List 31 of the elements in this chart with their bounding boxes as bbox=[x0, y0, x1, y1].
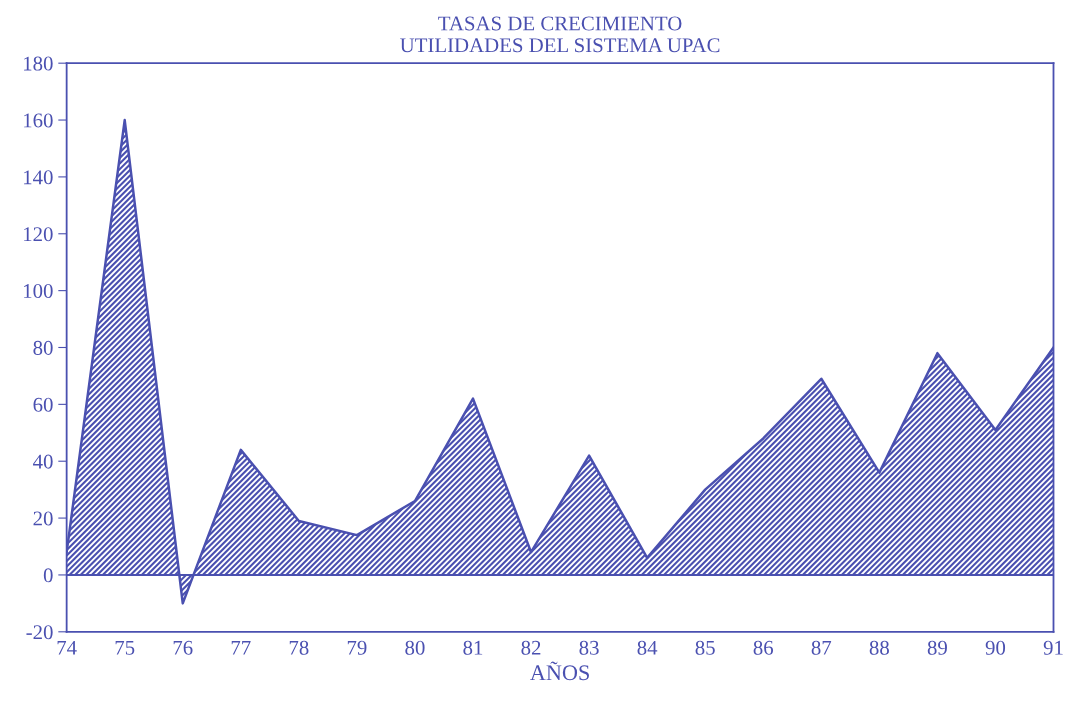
x-tick-label: 86 bbox=[753, 640, 774, 655]
x-tick-label: 74 bbox=[57, 640, 77, 655]
y-tick-label: 100 bbox=[24, 284, 53, 299]
y-tick-label: 140 bbox=[24, 170, 53, 185]
y-tick-label: 120 bbox=[24, 227, 53, 242]
x-tick-label: 84 bbox=[637, 640, 658, 655]
x-tick-label: 87 bbox=[811, 640, 832, 655]
x-tick-label: 76 bbox=[173, 640, 193, 655]
x-tick-label: 88 bbox=[869, 640, 889, 655]
chart-title: TASAS DE CRECIMIENTO UTILIDADES DEL SISTEMA UPAC bbox=[400, 16, 720, 53]
y-tick-label: 60 bbox=[33, 397, 53, 412]
x-axis-title: AÑOS bbox=[530, 661, 589, 681]
y-tick-label: 80 bbox=[33, 340, 53, 355]
x-tick-label: 83 bbox=[579, 640, 599, 655]
x-tick-label: 78 bbox=[289, 640, 309, 655]
y-tick-label: 180 bbox=[24, 56, 53, 71]
y-tick-label: -20 bbox=[26, 625, 53, 640]
y-tick-label: 40 bbox=[33, 454, 53, 469]
y-tick-label: 160 bbox=[24, 113, 53, 128]
x-tick-label: 79 bbox=[347, 640, 367, 655]
y-tick-label: 0 bbox=[43, 568, 53, 583]
y-tick-label: 20 bbox=[33, 511, 53, 526]
x-tick-label: 90 bbox=[985, 640, 1006, 655]
x-tick-label: 80 bbox=[405, 640, 425, 655]
x-tick-label: 91 bbox=[1043, 640, 1063, 655]
x-tick-label: 85 bbox=[695, 640, 715, 655]
x-tick-label: 82 bbox=[521, 640, 541, 655]
x-tick-label: 81 bbox=[463, 640, 483, 655]
x-tick-label: 75 bbox=[115, 640, 135, 655]
x-tick-label: 77 bbox=[231, 640, 251, 655]
x-tick-label: 89 bbox=[927, 640, 947, 655]
